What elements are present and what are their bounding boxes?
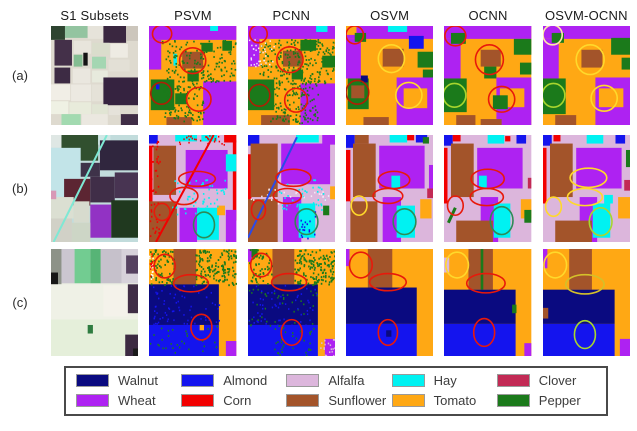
legend: Walnut Almond Alfalfa Hay Clover Wheat C… [64,366,608,416]
legend-item-alfalfa: Alfalfa [286,373,387,388]
tomato-color-swatch [391,394,425,407]
legend-label-sunflower: Sunflower [328,393,387,408]
column-header-psvm: PSVM [174,8,212,23]
panel-c-pcnn [247,249,335,356]
clover-color-swatch [496,374,530,387]
figure-row-c: (c) [0,249,637,356]
column-header-row: S1 Subsets PSVM PCNN OSVM OCNN OSVM-OCNN [0,0,637,26]
legend-item-walnut: Walnut [76,373,177,388]
panel-a-pcnn [247,26,335,125]
legend-label-clover: Clover [538,373,577,388]
column-header-s1-subsets: S1 Subsets [60,8,129,23]
row-label-b: (b) [12,181,28,196]
panel-b-psvm [149,135,237,242]
legend-label-alfalfa: Alfalfa [328,373,365,388]
panel-b-osvm-ocnn [542,135,630,242]
legend-item-wheat: Wheat [76,393,177,408]
panel-c-osvm [346,249,434,356]
panel-b-pcnn [247,135,335,242]
sunflower-color-swatch [286,394,320,407]
legend-item-corn: Corn [181,393,282,408]
column-header-osvm-ocnn: OSVM-OCNN [544,8,628,23]
legend-item-tomato: Tomato [391,393,493,408]
legend-label-tomato: Tomato [433,393,477,408]
corn-color-swatch [181,394,215,407]
hay-color-swatch [391,374,425,387]
column-header-ocnn: OCNN [468,8,508,23]
legend-label-corn: Corn [223,393,252,408]
legend-item-pepper: Pepper [496,393,598,408]
wheat-color-swatch [76,394,109,407]
legend-label-wheat: Wheat [118,393,156,408]
walnut-color-swatch [76,374,109,387]
panel-b-s1-subset [51,135,139,242]
panel-c-s1-subset [51,249,139,356]
column-header-pcnn: PCNN [272,8,311,23]
column-header-osvm: OSVM [370,8,410,23]
legend-item-almond: Almond [181,373,282,388]
panel-c-osvm-ocnn [542,249,630,356]
almond-color-swatch [181,374,215,387]
panel-a-s1-subset [51,26,139,125]
figure-row-b: (b) [0,135,637,242]
panel-a-osvm-ocnn [542,26,630,125]
legend-label-hay: Hay [433,373,457,388]
legend-label-almond: Almond [223,373,268,388]
row-label-c: (c) [12,295,28,310]
alfalfa-color-swatch [286,374,320,387]
legend-item-hay: Hay [391,373,493,388]
row-label-a: (a) [12,68,28,83]
legend-label-pepper: Pepper [538,393,581,408]
panel-a-osvm [346,26,434,125]
panel-b-ocnn [444,135,532,242]
legend-item-clover: Clover [496,373,598,388]
legend-item-sunflower: Sunflower [286,393,387,408]
panel-a-psvm [149,26,237,125]
pepper-color-swatch [496,394,530,407]
figure-row-a: (a) [0,26,637,125]
panel-a-ocnn [444,26,532,125]
panel-c-ocnn [444,249,532,356]
panel-c-psvm [149,249,237,356]
legend-label-walnut: Walnut [118,373,158,388]
panel-b-osvm [346,135,434,242]
